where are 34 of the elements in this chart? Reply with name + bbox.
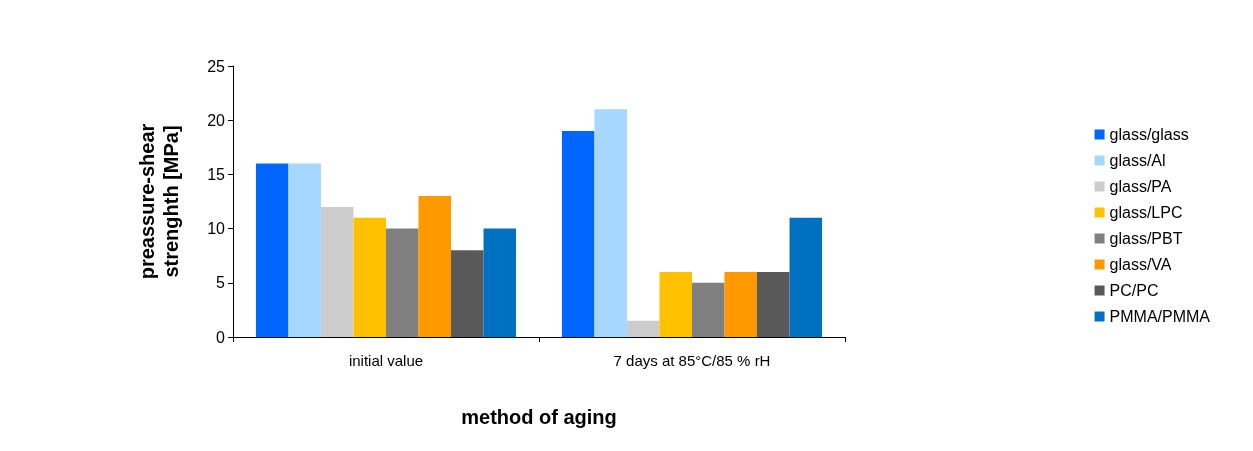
y-axis-title: preassure-shear strenghth [MPa] — [136, 123, 182, 280]
bar — [483, 228, 517, 337]
legend-label: PMMA/PMMA — [1109, 308, 1211, 325]
bar — [724, 271, 758, 337]
legend-label: glass/PBT — [1109, 230, 1183, 247]
bar — [561, 131, 595, 337]
legend-label: glass/LPC — [1109, 204, 1183, 221]
bar — [757, 271, 790, 337]
bar — [594, 109, 627, 337]
bar — [320, 206, 354, 337]
legend-label: glass/glass — [1109, 126, 1189, 143]
y-tick-label: 20 — [207, 111, 226, 129]
y-tick-label: 0 — [216, 328, 226, 346]
bar — [451, 250, 484, 337]
x-axis-title: method of aging — [461, 406, 617, 428]
x-tick-label: 7 days at 85°C/85 % rH — [613, 352, 771, 369]
bar — [626, 320, 660, 337]
x-tick-label: initial value — [348, 352, 424, 369]
legend-label: glass/Al — [1109, 152, 1166, 169]
y-tick-label: 15 — [207, 165, 226, 183]
bar — [255, 163, 289, 337]
bar — [386, 228, 419, 337]
y-tick-label: 10 — [207, 220, 226, 238]
bar — [418, 196, 452, 337]
legend-label: PC/PC — [1109, 282, 1159, 299]
legend-label: glass/VA — [1109, 256, 1172, 273]
bar — [288, 163, 321, 337]
bar — [659, 271, 692, 337]
y-tick-label: 5 — [216, 274, 226, 292]
bar — [789, 217, 823, 337]
legend-label: glass/PA — [1109, 178, 1172, 195]
bar — [353, 217, 386, 337]
bar — [692, 282, 725, 337]
y-tick-label: 25 — [207, 57, 226, 75]
